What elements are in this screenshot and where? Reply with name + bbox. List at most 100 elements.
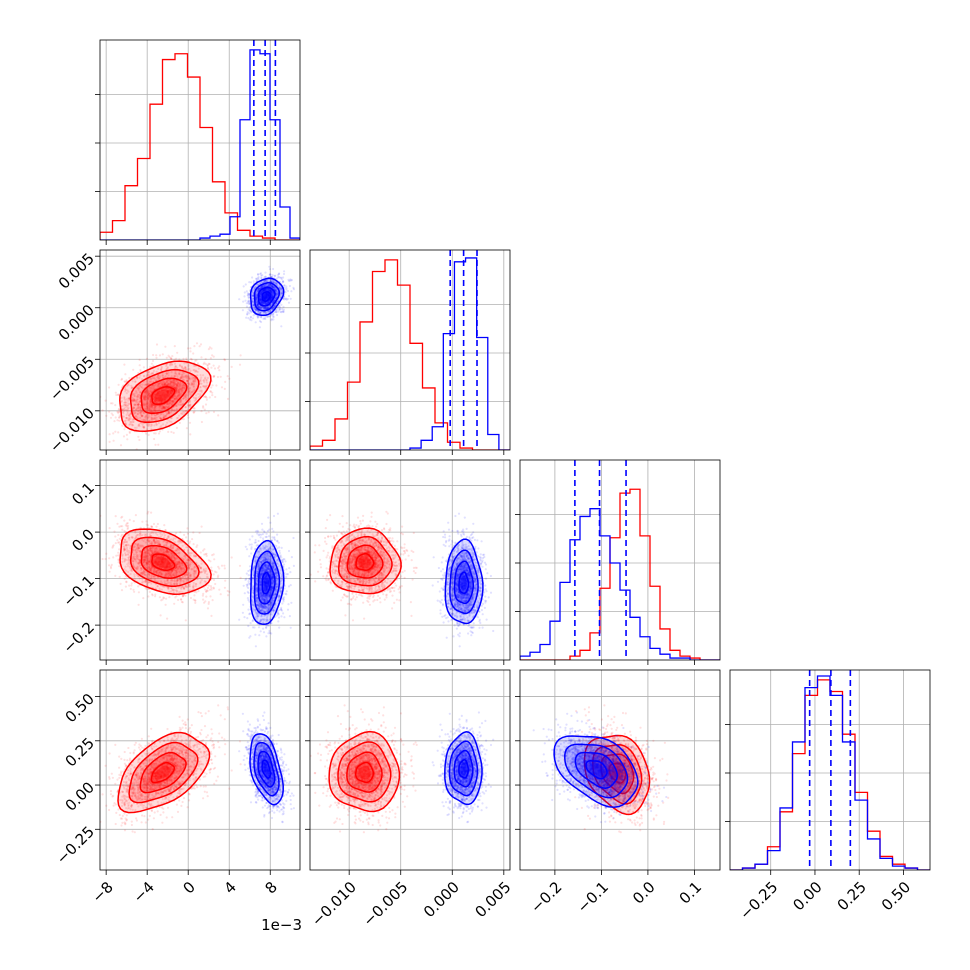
point-1-0-0-484 — [174, 382, 177, 385]
point-1-0-0-29 — [217, 414, 220, 417]
point-1-0-0-1366 — [206, 376, 209, 380]
point-1-0-1-1346 — [252, 280, 255, 283]
point-1-0-0-744 — [129, 423, 132, 426]
point-1-0-0-1117 — [166, 395, 169, 398]
point-1-0-1-430 — [245, 290, 248, 293]
point-1-0-0-1042 — [162, 416, 165, 419]
point-1-0-0-1022 — [162, 392, 166, 395]
point-1-0-0-1147 — [193, 380, 196, 383]
point-1-0-0-987 — [117, 410, 120, 414]
point-1-0-0-527 — [154, 397, 157, 400]
point-1-0-0-869 — [150, 410, 153, 413]
point-1-0-0-1063 — [127, 397, 130, 400]
point-1-0-0-872 — [205, 398, 208, 401]
point-1-0-0-111 — [188, 389, 191, 392]
point-1-0-0-670 — [176, 403, 179, 406]
point-1-0-0-607 — [156, 409, 159, 413]
point-1-0-0-193 — [172, 431, 175, 434]
point-1-0-0-333 — [167, 383, 170, 386]
point-2-0-0-640 — [183, 533, 186, 537]
point-1-0-0-1442 — [143, 398, 146, 401]
point-1-0-0-890 — [140, 419, 143, 422]
point-1-0-0-328 — [126, 405, 129, 408]
point-1-0-0-1172 — [200, 410, 203, 413]
point-1-0-0-292 — [134, 415, 137, 418]
point-1-0-0-1183 — [139, 411, 142, 414]
point-1-0-0-1698 — [211, 394, 214, 397]
point-1-0-0-1170 — [199, 393, 202, 396]
point-1-0-0-531 — [226, 397, 230, 400]
point-1-0-0-957 — [144, 407, 147, 410]
point-1-0-0-594 — [129, 421, 132, 424]
point-1-0-0-547 — [184, 393, 187, 396]
point-1-0-0-677 — [165, 389, 168, 392]
point-1-0-0-1157 — [153, 395, 156, 398]
point-1-0-0-1249 — [175, 384, 179, 388]
point-1-0-0-864 — [150, 362, 153, 365]
point-1-0-0-502 — [184, 395, 187, 398]
point-2-0-0-1400 — [164, 529, 167, 532]
point-1-0-0-1173 — [146, 401, 149, 404]
point-1-0-0-687 — [182, 367, 185, 370]
point-1-0-0-1081 — [177, 388, 180, 392]
point-1-0-0-1129 — [131, 380, 134, 383]
point-1-0-0-959 — [141, 395, 144, 398]
point-1-0-0-747 — [135, 426, 138, 429]
point-1-0-0-291 — [167, 394, 170, 397]
point-1-0-0-694 — [141, 383, 144, 386]
point-1-0-0-1061 — [171, 401, 175, 404]
point-1-0-0-1302 — [186, 379, 189, 382]
point-1-0-0-974 — [206, 363, 209, 367]
point-1-0-0-1436 — [169, 389, 172, 393]
point-1-0-0-624 — [153, 395, 156, 399]
ytick-label-1-0: −0.010 — [46, 404, 98, 456]
point-1-0-0-900 — [187, 382, 190, 385]
point-1-0-0-1415 — [130, 387, 133, 390]
point-1-0-0-909 — [154, 409, 157, 412]
point-1-0-0-127 — [184, 395, 187, 399]
point-1-0-0-290 — [133, 426, 136, 429]
point-1-0-0-1230 — [204, 385, 207, 388]
point-1-0-0-927 — [169, 380, 172, 383]
point-1-0-0-1451 — [161, 374, 164, 377]
point-2-0-0-1252 — [147, 595, 150, 598]
point-1-0-0-769 — [157, 386, 160, 389]
point-2-0-0-1399 — [204, 588, 207, 591]
point-1-0-0-43 — [195, 397, 198, 400]
point-1-0-0-47 — [132, 399, 135, 402]
point-1-0-0-824 — [195, 359, 198, 362]
point-1-0-0-399 — [143, 397, 146, 401]
point-2-0-0-722 — [207, 559, 210, 562]
point-1-0-0-222 — [172, 385, 176, 388]
point-1-0-0-915 — [194, 396, 197, 399]
point-1-0-0-1418 — [133, 395, 136, 398]
point-1-0-0-1333 — [202, 362, 205, 366]
point-1-0-0-778 — [147, 403, 150, 406]
point-1-0-0-125 — [154, 396, 157, 399]
point-1-0-0-885 — [194, 369, 198, 372]
point-1-0-0-470 — [125, 409, 128, 412]
point-1-0-0-1694 — [205, 396, 208, 399]
point-1-0-1-9 — [283, 270, 286, 273]
point-1-0-0-717 — [125, 398, 128, 401]
point-1-0-0-151 — [138, 395, 141, 399]
point-1-0-0-839 — [184, 374, 188, 377]
point-1-0-1-1148 — [287, 294, 291, 298]
point-1-0-0-187 — [178, 364, 182, 367]
point-1-0-0-247 — [204, 403, 208, 406]
point-1-0-0-172 — [166, 402, 169, 405]
point-1-0-0-1206 — [181, 384, 184, 387]
point-1-0-0-256 — [179, 382, 182, 385]
point-1-0-0-1278 — [187, 404, 190, 407]
point-1-0-0-165 — [204, 357, 207, 361]
point-1-0-0-1149 — [213, 367, 217, 370]
ytick-label-1-1: −0.005 — [46, 353, 98, 405]
point-1-0-0-230 — [182, 418, 185, 421]
point-1-0-0-1276 — [144, 414, 148, 418]
point-1-0-0-1167 — [170, 407, 173, 411]
point-1-0-0-785 — [174, 395, 177, 398]
point-1-0-0-762 — [173, 358, 176, 361]
point-1-0-0-343 — [205, 412, 208, 415]
point-1-0-0-1417 — [167, 371, 170, 375]
point-1-0-0-587 — [160, 389, 163, 392]
